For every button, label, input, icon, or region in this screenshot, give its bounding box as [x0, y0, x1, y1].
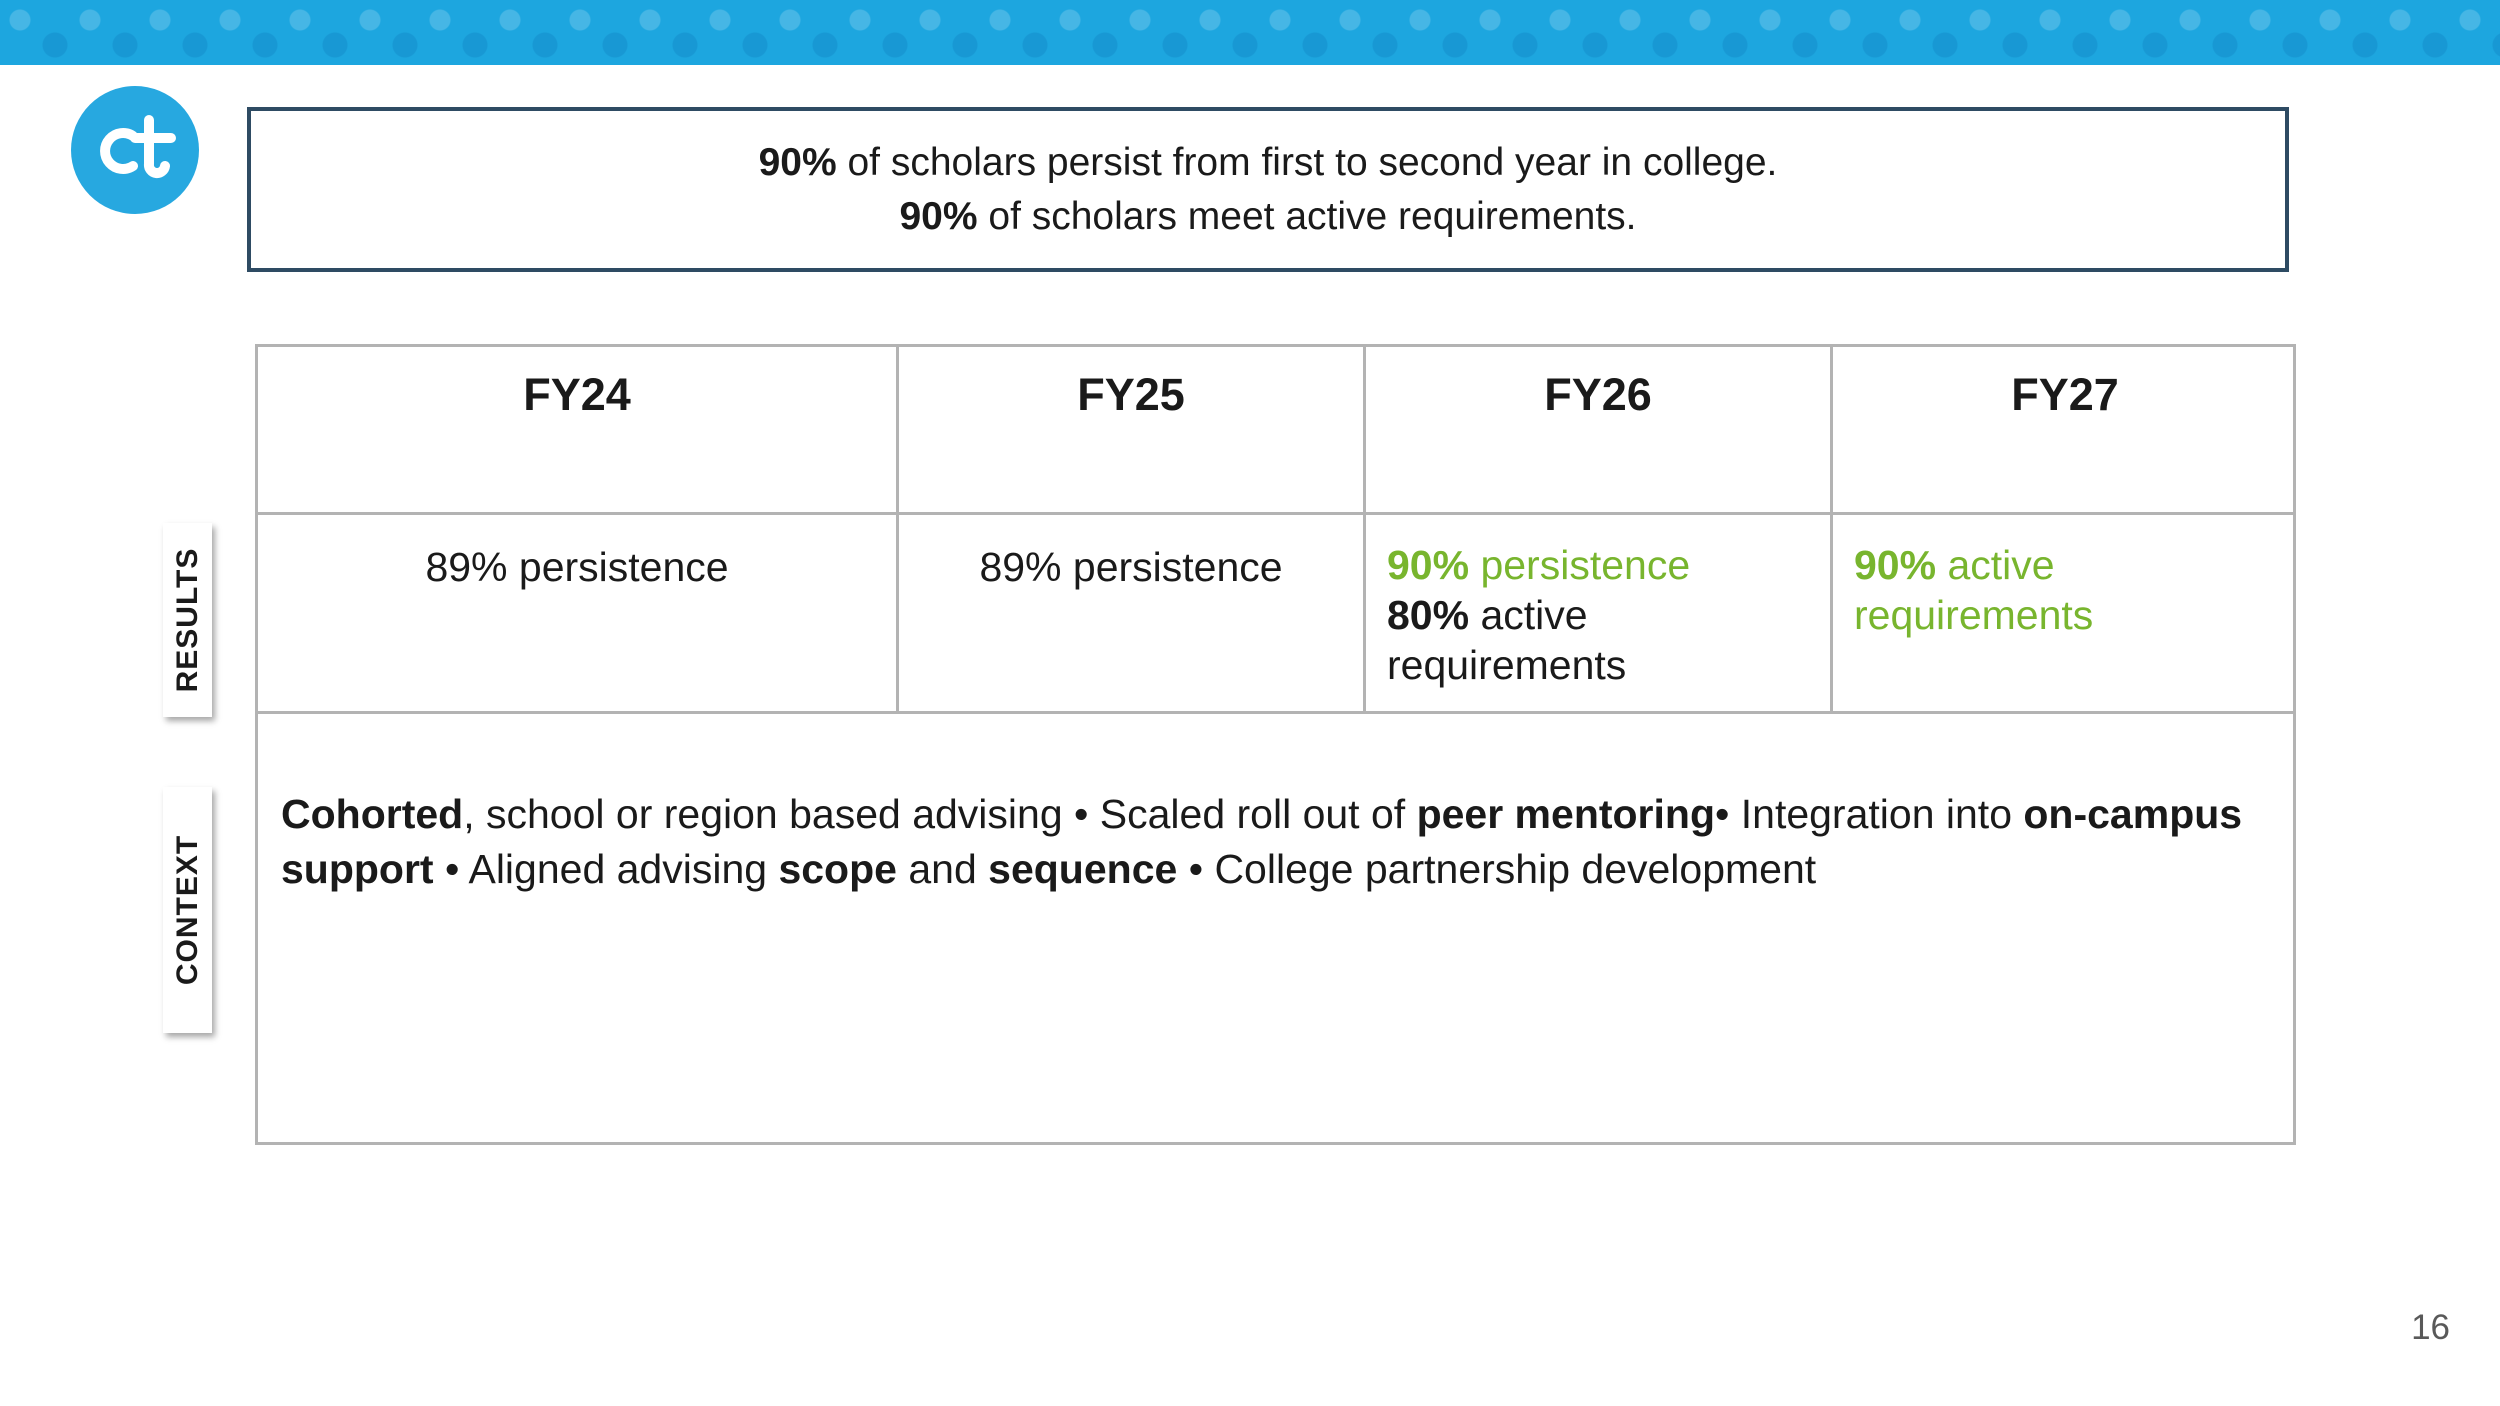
- result-cell: 89% persistence: [258, 542, 896, 592]
- table: FY24 FY25 FY26 FY27 89% persistence 89% …: [255, 344, 2296, 1145]
- cell-line: 90% persistence: [1387, 540, 1747, 590]
- callout: 90% of scholars persist from first to se…: [247, 107, 2289, 272]
- text-run: 89% persistence: [425, 544, 729, 590]
- col-divider: [1830, 347, 1833, 714]
- text-run: 80%: [1387, 592, 1470, 638]
- text-run: active requirements: [1854, 542, 2094, 638]
- callout-line: 90% of scholars persist from first to se…: [759, 136, 1778, 190]
- side-tab: RESULTS: [163, 523, 212, 717]
- row-divider: [258, 711, 2293, 714]
- text-run: 90%: [899, 194, 978, 238]
- banner: [0, 0, 2500, 65]
- text-run: sequence: [988, 846, 1178, 892]
- col-divider: [896, 347, 899, 714]
- result-cell: 90% active requirements: [1854, 540, 2214, 640]
- result-cell: 90% persistence 80% active requirements: [1387, 540, 1747, 690]
- text-run: 90%: [758, 140, 837, 184]
- text-run: 89% persistence: [979, 544, 1283, 590]
- text-run: on-campus support: [281, 791, 2243, 892]
- context-text: Cohorted, school or region based advisin…: [281, 787, 2261, 897]
- cell-line: 90% active requirements: [1854, 540, 2214, 640]
- text-run: , school or region based advising • Scal…: [463, 791, 1417, 837]
- col-divider: [1363, 347, 1366, 714]
- text-run: of scholars persist from first to second…: [836, 140, 1778, 184]
- text-run: active requirements: [1387, 592, 1627, 688]
- text-run: and: [896, 846, 989, 892]
- column-header: FY24: [523, 369, 631, 420]
- cell-line: 80% active requirements: [1387, 590, 1747, 690]
- column-header: FY26: [1544, 369, 1652, 420]
- result-cell: 89% persistence: [899, 542, 1363, 592]
- side-label: CONTEXT: [170, 834, 204, 986]
- cell-line: 89% persistence: [258, 542, 896, 592]
- cell-line: 89% persistence: [899, 542, 1363, 592]
- text-run: • Integration into: [1715, 791, 2024, 837]
- logo: [71, 86, 199, 214]
- text-run: Cohorted: [281, 791, 464, 837]
- page-number: 16: [2411, 1308, 2450, 1347]
- text-run: of scholars meet active requirements.: [977, 194, 1637, 238]
- text-run: scope: [778, 846, 897, 892]
- side-label: RESULTS: [170, 547, 204, 693]
- row-divider: [258, 512, 2293, 515]
- column-header: FY25: [1077, 369, 1185, 420]
- text-run: peer mentoring: [1416, 791, 1715, 837]
- side-tab: CONTEXT: [163, 787, 212, 1033]
- text-run: • College partnership development: [1177, 846, 1817, 892]
- text-run: • Aligned advising: [433, 846, 779, 892]
- text-run: 90%: [1854, 542, 1937, 588]
- column-header: FY27: [2011, 369, 2119, 420]
- callout-line: 90% of scholars meet active requirements…: [899, 190, 1636, 244]
- text-run: persistence: [1469, 542, 1691, 588]
- text-run: 90%: [1387, 542, 1470, 588]
